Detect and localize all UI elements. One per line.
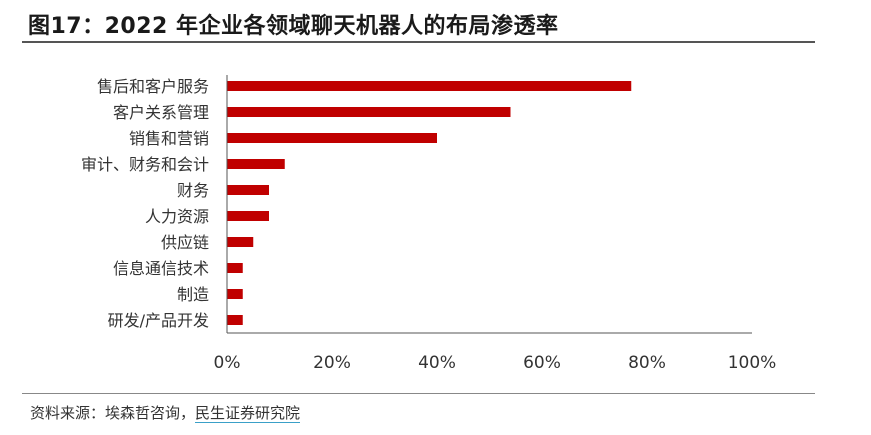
bar <box>227 237 254 247</box>
category-label: 信息通信技术 <box>113 259 209 278</box>
x-tick-label: 0% <box>214 353 241 373</box>
bar <box>227 289 243 299</box>
category-label: 销售和营销 <box>129 129 209 148</box>
category-label: 客户关系管理 <box>113 103 209 122</box>
x-tick-label: 60% <box>523 353 561 373</box>
bar <box>227 159 285 169</box>
category-label: 制造 <box>177 285 209 304</box>
bar <box>227 81 632 91</box>
x-tick-label: 80% <box>628 353 666 373</box>
source-note: 资料来源：埃森哲咨询，民生证券研究院 <box>30 402 301 423</box>
bar <box>227 133 437 143</box>
category-label: 供应链 <box>161 233 209 252</box>
bars <box>227 81 632 325</box>
bar <box>227 315 243 325</box>
bar <box>227 263 243 273</box>
bar <box>227 185 269 195</box>
x-tick-label: 40% <box>418 353 456 373</box>
chart-title: 图17：2022 年企业各领域聊天机器人的布局渗透率 <box>28 14 559 39</box>
category-label: 审计、财务和会计 <box>81 155 209 174</box>
title-divider <box>22 41 815 43</box>
category-label: 人力资源 <box>145 207 209 226</box>
bar <box>227 107 511 117</box>
source-divider <box>22 393 815 394</box>
bar <box>227 211 269 221</box>
x-tick-label: 20% <box>313 353 351 373</box>
category-label: 研发/产品开发 <box>108 311 209 330</box>
source-prefix: 资料来源：埃森哲咨询， <box>30 404 196 422</box>
category-label: 售后和客户服务 <box>97 77 209 96</box>
x-tick-label: 100% <box>728 353 777 373</box>
category-labels: 售后和客户服务客户关系管理销售和营销审计、财务和会计财务人力资源供应链信息通信技… <box>81 77 209 330</box>
x-tick-labels: 0% 20% 40% 60% 80% 100% <box>214 353 777 373</box>
category-label: 财务 <box>177 181 209 200</box>
source-highlight: 民生证券研究院 <box>195 404 301 423</box>
